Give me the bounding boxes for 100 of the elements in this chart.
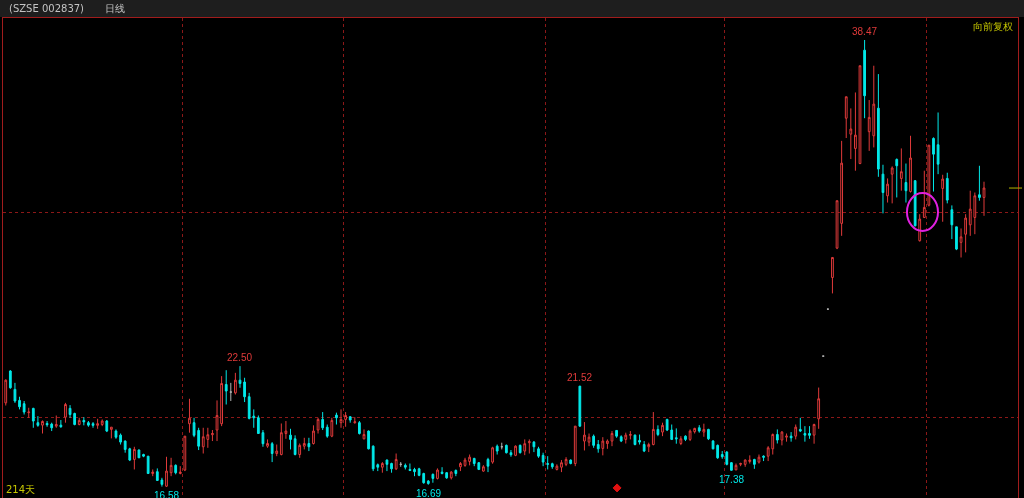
candlestick: [514, 444, 517, 457]
candlestick: [403, 463, 407, 470]
candlestick: [794, 424, 798, 440]
candlestick: [913, 179, 917, 227]
candlestick: [573, 425, 577, 467]
candlestick: [739, 462, 742, 467]
candlestick: [385, 458, 389, 472]
candlestick: [330, 417, 334, 438]
candlestick: [151, 468, 155, 477]
candlestick: [174, 463, 178, 475]
chart-subtitle: 日线: [105, 3, 125, 14]
candlestick: [812, 423, 816, 445]
candlestick: [601, 436, 605, 456]
candlestick: [904, 163, 908, 204]
candlestick: [725, 450, 729, 466]
candlestick: [463, 457, 467, 468]
candlestick: [716, 444, 720, 460]
candlestick: [229, 382, 233, 402]
candlestick: [789, 431, 793, 443]
candlestick: [707, 428, 710, 441]
candlestick: [302, 437, 306, 450]
candlestick: [775, 428, 779, 445]
candlestick: [321, 411, 325, 431]
candlestick: [59, 419, 63, 429]
candlestick: [684, 434, 687, 442]
candlestick: [918, 213, 922, 243]
candlestick: [50, 422, 54, 432]
candlestick: [234, 372, 237, 395]
candlestick: [886, 177, 889, 204]
annotation: 16.69: [416, 488, 442, 498]
candlestick: [849, 107, 853, 160]
candlestick: [41, 419, 44, 434]
annotation: 214天: [6, 484, 36, 495]
candlestick: [785, 433, 788, 443]
candlestick: [482, 464, 485, 473]
candlestick: [4, 378, 8, 407]
candlestick: [647, 442, 651, 453]
candlestick: [569, 458, 573, 465]
candlestick: [808, 425, 811, 440]
candlestick: [27, 407, 31, 419]
candlestick: [77, 417, 81, 426]
candlestick: [730, 461, 733, 472]
candlestick: [201, 427, 205, 455]
candlestick: [583, 421, 586, 451]
candlestick: [165, 456, 168, 488]
candlestick: [909, 135, 912, 194]
candlestick: [973, 192, 977, 235]
candlestick: [877, 73, 880, 178]
candlestick: [325, 424, 329, 439]
candlestick: [780, 430, 784, 446]
candlestick: [491, 446, 494, 465]
candlestick: [371, 444, 375, 472]
candlestick: [178, 465, 182, 475]
candlestick: [266, 438, 269, 449]
candlestick: [968, 190, 972, 237]
candlestick: [13, 382, 17, 404]
candlestick: [211, 429, 214, 442]
candlestick: [674, 427, 678, 445]
candlestick: [183, 435, 187, 472]
candlestick: [426, 480, 430, 486]
candlestick: [932, 136, 935, 193]
candlestick: [955, 226, 958, 251]
candlestick: [863, 39, 866, 119]
candlestick: [628, 430, 632, 440]
chart-title: (SZSE 002837): [9, 3, 85, 14]
text: 向前复权: [973, 21, 1013, 32]
candlestick: [978, 165, 981, 202]
candlestick: [137, 448, 141, 459]
candlestick: [146, 455, 150, 475]
candlestick: [169, 457, 173, 477]
candlestick: [702, 423, 706, 438]
candlestick: [348, 415, 352, 424]
candlestick: [454, 468, 458, 477]
candlestick: [8, 369, 12, 390]
candlestick: [390, 462, 393, 474]
candlestick: [748, 454, 752, 465]
candlestick: [132, 446, 136, 470]
candlestick: [142, 453, 145, 458]
candlestick: [431, 473, 435, 484]
candlestick: [298, 443, 302, 459]
candlestick: [633, 434, 637, 446]
candlestick: [610, 430, 614, 447]
candlestick: [922, 170, 926, 219]
candlestick: [358, 420, 361, 436]
candlestick: [100, 418, 104, 427]
candlestick: [688, 428, 692, 442]
candlestick: [289, 428, 292, 450]
candlestick: [270, 441, 274, 463]
candlestick: [362, 428, 366, 440]
candlestick: [440, 466, 444, 475]
candlestick: [518, 444, 522, 455]
candlestick: [541, 452, 545, 467]
candlestick: [624, 432, 628, 445]
candlestick: [380, 461, 384, 474]
candlestick: [495, 444, 499, 456]
candlestick: [890, 165, 894, 204]
candlestick: [560, 459, 563, 473]
annotation: 17.38: [719, 474, 745, 485]
candlestick: [592, 434, 596, 449]
candlestick: [537, 446, 540, 459]
